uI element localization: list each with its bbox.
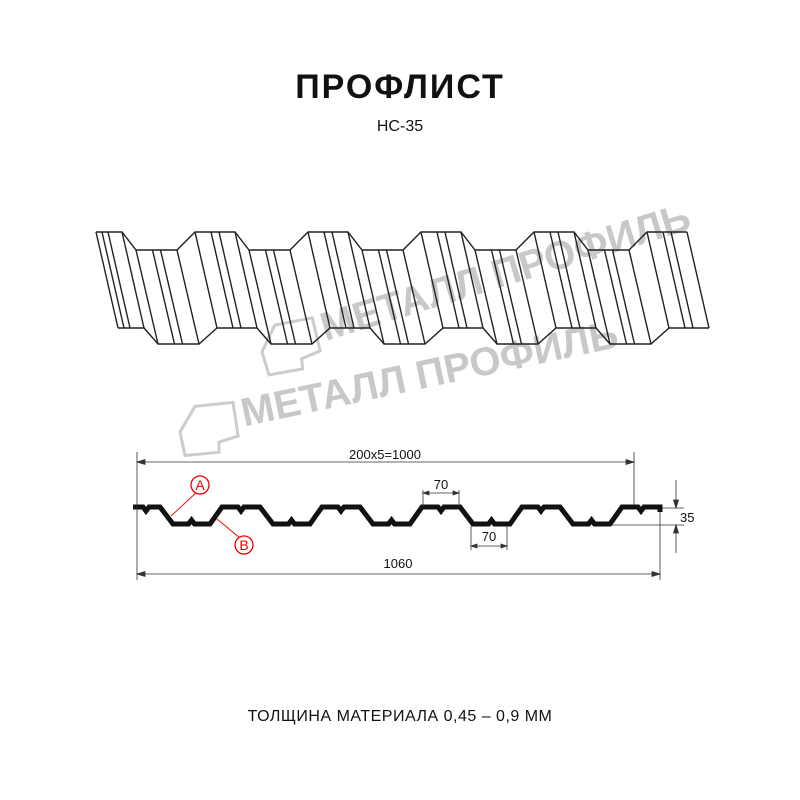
sheet-fold-line [347, 231, 371, 329]
sheet-fold-line [533, 231, 557, 329]
dimension-1000-label: 200x5=1000 [349, 447, 421, 462]
sheet-fold-line [573, 231, 597, 329]
marker-b: B [216, 518, 254, 555]
sheet-fold-line [121, 231, 145, 329]
sheet-rib-line [331, 231, 355, 329]
watermark-logo-icon [178, 400, 240, 458]
dimension-bottom-label: 70 [482, 529, 496, 544]
dimension-top-label: 70 [434, 477, 448, 492]
sheet-rib-line [670, 231, 694, 329]
sheet-fold-line [135, 249, 159, 345]
sheet-rib-line [498, 249, 523, 345]
sheet-3d-view [95, 231, 710, 345]
watermark-text: МЕТАЛЛ ПРОФИЛЬ [315, 195, 695, 349]
sheet-top-edge [96, 231, 687, 251]
marker-a-label: A [195, 477, 205, 493]
sheet-rib-line [264, 249, 289, 345]
sheet-rib-line [385, 249, 410, 345]
sheet-fold-line [474, 249, 498, 345]
sheet-fold-line [587, 249, 611, 345]
sheet-rib-line [444, 231, 468, 329]
dimension-1000 [135, 452, 636, 510]
watermark-text: МЕТАЛЛ ПРОФИЛЬ [237, 312, 622, 435]
sheet-fold-line [307, 231, 331, 329]
sheet-fold-line [194, 231, 218, 329]
sheet-fold-line [176, 249, 200, 345]
watermark-lower: МЕТАЛЛ ПРОФИЛЬ [178, 312, 622, 458]
sheet-fold-line [646, 231, 670, 329]
dimension-bottom-70 [469, 526, 509, 550]
sheet-fold-line [289, 249, 313, 345]
sheet-rib-line [549, 231, 573, 329]
sheet-rib-line [603, 249, 628, 345]
sheet-rib-line [436, 231, 460, 329]
sheet-rib-line [611, 249, 636, 345]
sheet-fold-line [234, 231, 258, 329]
model-subtitle: НС-35 [376, 118, 424, 135]
sheet-rib-line [323, 231, 347, 329]
sheet-bottom-edge [118, 327, 709, 345]
marker-b-label: B [239, 537, 248, 553]
sheet-rib-line [210, 231, 234, 329]
dimension-height-label: 35 [680, 510, 694, 525]
sheet-fold-line [248, 249, 272, 345]
profile-line [133, 504, 663, 527]
sheet-rib-line [101, 231, 125, 329]
material-thickness-note: ТОЛЩИНА МАТЕРИАЛА 0,45 – 0,9 ММ [247, 708, 553, 725]
sheet-rib-line [151, 249, 176, 345]
sheet-fold-line [361, 249, 385, 345]
sheet-fold-line [515, 249, 539, 345]
sheet-fold-line [686, 231, 710, 329]
marker-a: A [170, 475, 210, 517]
sheet-fold-line [420, 231, 444, 329]
sheet-rib-line [557, 231, 581, 329]
page-title: ПРОФЛИСТ [295, 68, 505, 106]
sheet-rib-line [377, 249, 402, 345]
dimension-top-70 [421, 490, 461, 506]
sheet-fold-line [402, 249, 426, 345]
sheet-fold-line [95, 231, 119, 329]
sheet-rib-line [490, 249, 515, 345]
watermark-logo-icon [260, 316, 322, 377]
dimension-1060 [135, 510, 662, 580]
sheet-fold-line [460, 231, 484, 329]
profile-section: 200x5=1000 70 70 35 1060 A [133, 447, 694, 580]
dimension-1060-label: 1060 [384, 556, 413, 571]
dimension-height-35 [610, 480, 684, 553]
sheet-rib-line [107, 231, 131, 329]
sheet-rib-line [272, 249, 297, 345]
sheet-rib-line [218, 231, 242, 329]
sheet-rib-line [159, 249, 184, 345]
sheet-rib-line [662, 231, 686, 329]
sheet-fold-line [628, 249, 652, 345]
